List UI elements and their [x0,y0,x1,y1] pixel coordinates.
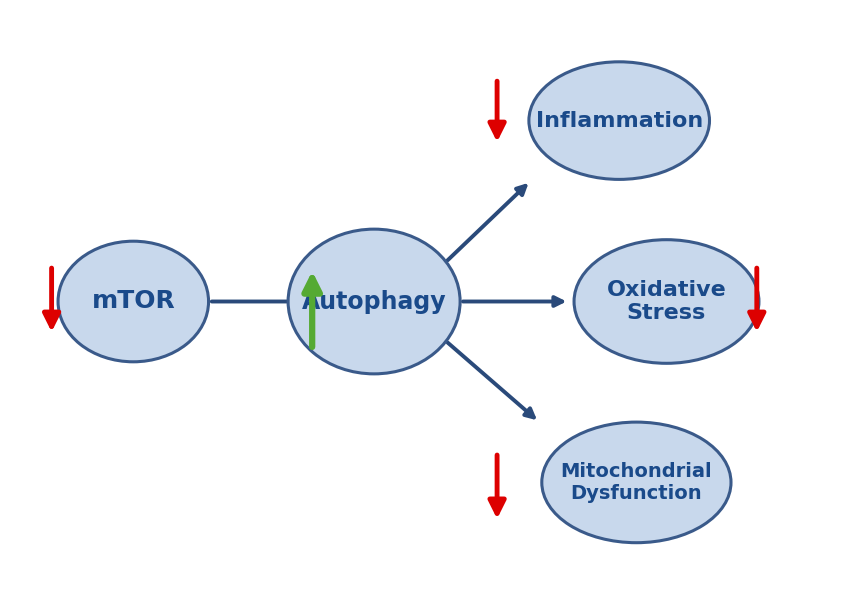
Ellipse shape [542,422,731,543]
Text: mTOR: mTOR [91,289,175,314]
Ellipse shape [529,62,710,180]
Text: Mitochondrial
Dysfunction: Mitochondrial Dysfunction [561,462,712,503]
Text: Inflammation: Inflammation [536,110,703,131]
Text: Autophagy: Autophagy [302,289,446,314]
Ellipse shape [58,241,209,362]
Ellipse shape [288,229,460,374]
Ellipse shape [574,239,759,363]
Text: Oxidative
Stress: Oxidative Stress [606,280,727,323]
